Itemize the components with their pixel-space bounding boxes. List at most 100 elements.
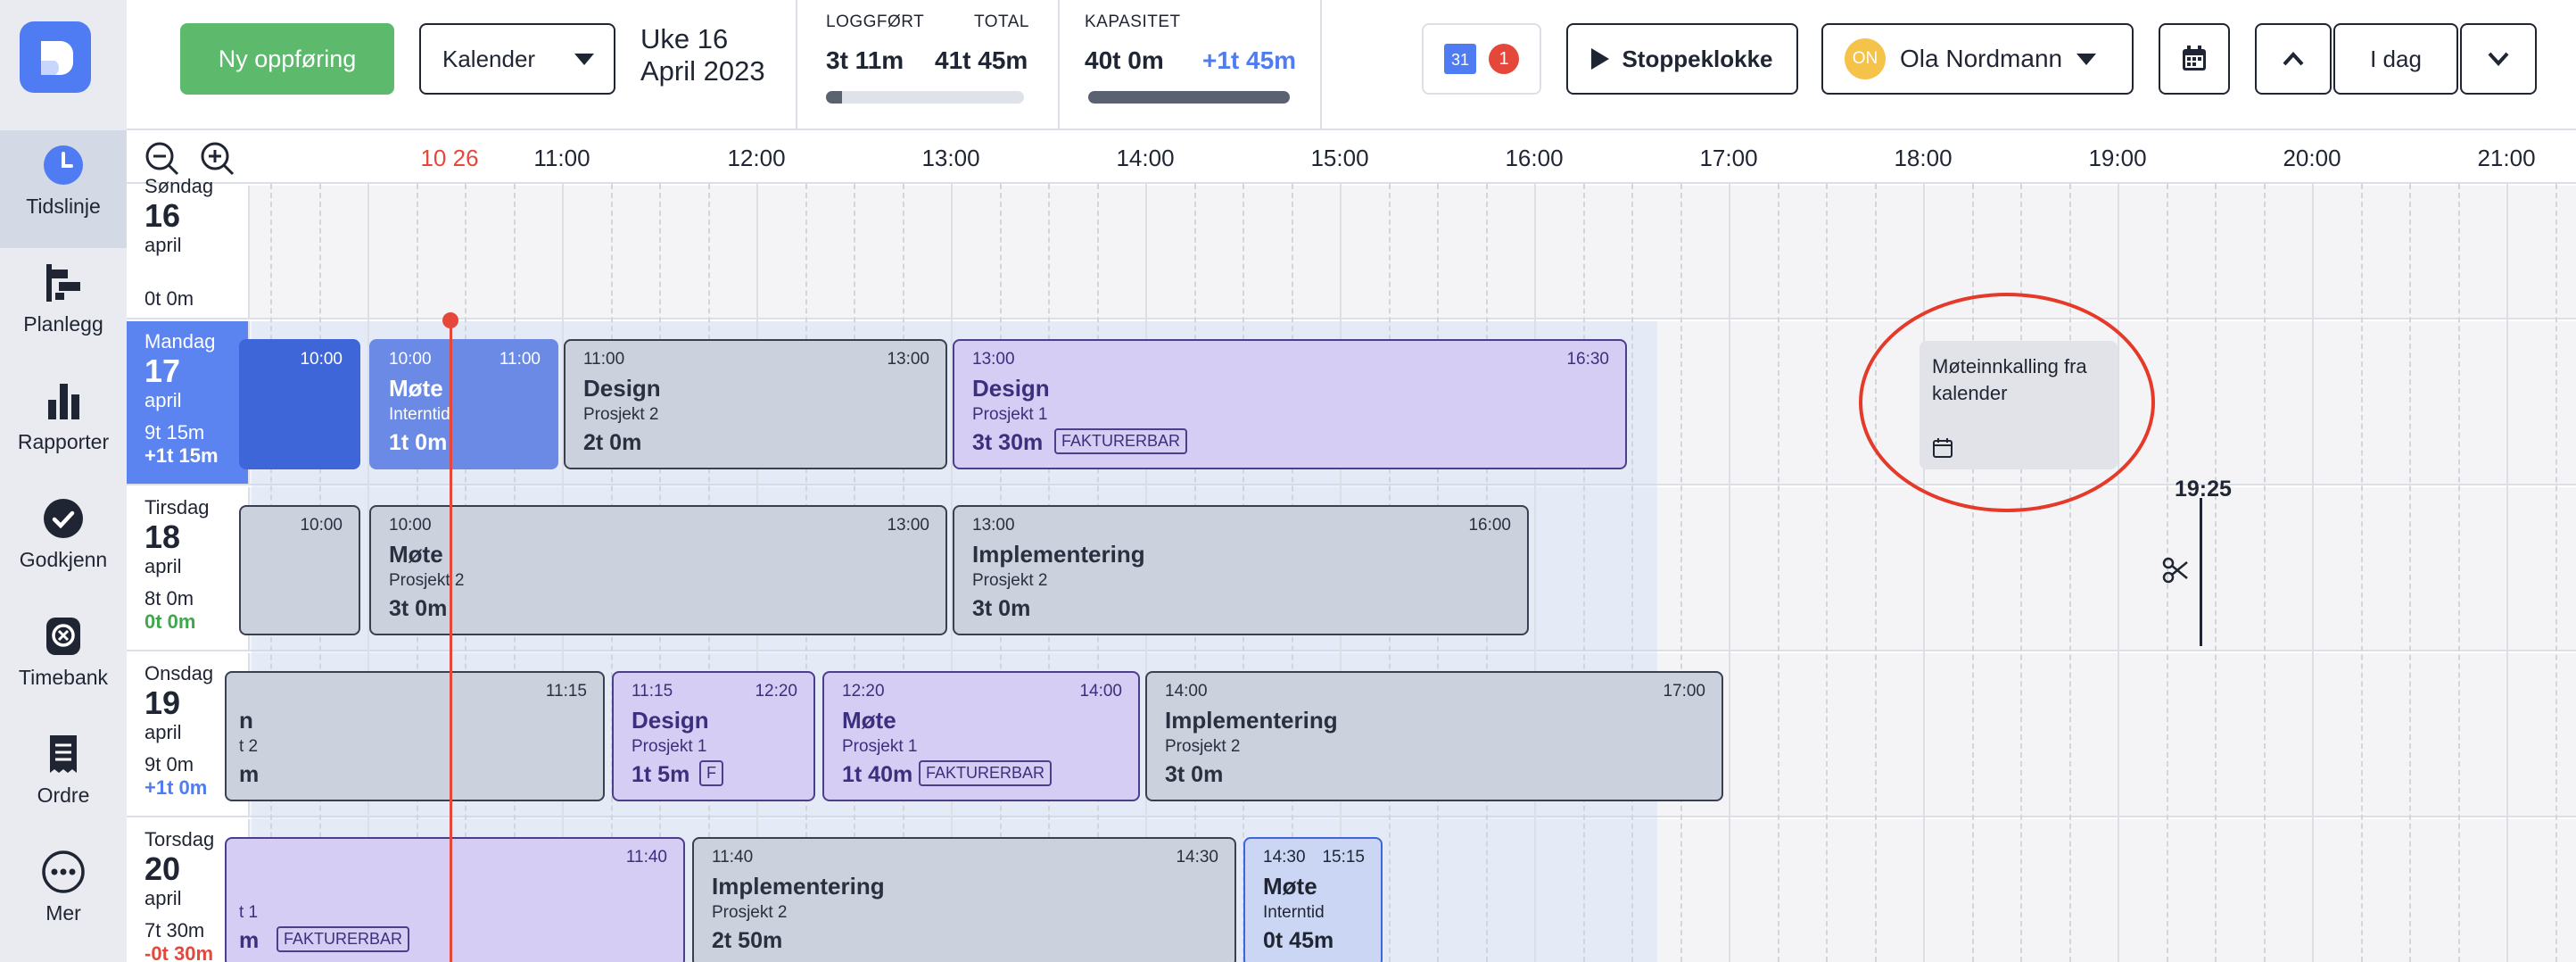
previous-button[interactable] <box>2255 23 2332 95</box>
event-end: 10:00 <box>300 350 343 369</box>
day-extra: +1t 0m <box>144 776 208 799</box>
sidebar-item-tidslinje[interactable]: Tidslinje <box>0 130 127 248</box>
sidebar-item-label: Mer <box>45 901 81 925</box>
event-end: 11:00 <box>499 350 541 369</box>
event-name: Møte <box>389 375 443 402</box>
day-month: april <box>144 234 182 256</box>
sidebar-item-mer[interactable]: Mer <box>0 837 127 955</box>
sidebar-item-timebank[interactable]: Timebank <box>0 601 127 719</box>
new-entry-button[interactable]: Ny oppføring <box>180 23 394 95</box>
hour-gridline <box>2312 184 2314 962</box>
view-select[interactable]: Kalender <box>419 23 615 95</box>
hour-gridline <box>1729 184 1730 962</box>
sidebar-item-godkjenn[interactable]: Godkjenn <box>0 484 127 601</box>
total-label: TOTAL <box>974 12 1029 31</box>
event-name: Møte <box>1263 873 1317 900</box>
stopwatch-button[interactable]: Stoppeklokke <box>1566 23 1798 95</box>
split-time-label: 19:25 <box>2175 477 2232 502</box>
event-block[interactable]: 11:40 14:30 Implementering Prosjekt 2 2t… <box>692 837 1236 962</box>
event-start: 11:40 <box>712 848 754 867</box>
event-project: Prosjekt 2 <box>583 405 659 424</box>
split-line[interactable] <box>2200 498 2202 646</box>
capacity-value: 40t 0m <box>1085 46 1164 74</box>
hour-label: 16:00 <box>1505 145 1564 171</box>
chevron-down-icon <box>2076 54 2096 65</box>
day-cell[interactable]: Tirsdag 18 april 8t 0m 0t 0m <box>127 487 250 650</box>
zoom-in-icon[interactable] <box>200 141 235 177</box>
event-block[interactable]: 10:00 11:00 Møte Interntid 1t 0m <box>369 339 558 469</box>
day-date: 18 <box>144 518 181 555</box>
more-icon <box>42 850 85 893</box>
event-block[interactable]: 13:00 16:00 Implementering Prosjekt 2 3t… <box>953 505 1529 635</box>
billable-tag: FAKTURERBAR <box>1054 428 1188 454</box>
day-cell[interactable]: Søndag 16 april 0t 0m <box>127 175 250 318</box>
event-block[interactable]: 11:15 12:20 Design Prosjekt 1 1t 5m F <box>612 671 815 801</box>
event-duration: 3t 0m <box>972 596 1031 621</box>
event-block[interactable]: 11:00 13:00 Design Prosjekt 2 2t 0m <box>564 339 947 469</box>
day-hours: 9t 15m <box>144 421 205 444</box>
event-project: Prosjekt 2 <box>712 903 788 922</box>
event-block[interactable]: 12:20 14:00 Møte Prosjekt 1 1t 40m FAKTU… <box>822 671 1140 801</box>
day-extra: 0t 0m <box>144 610 196 633</box>
event-duration: 3t 0m <box>1165 762 1224 787</box>
day-name: Torsdag <box>144 828 215 850</box>
quarter-gridline <box>2360 184 2363 962</box>
event-block[interactable]: 11:15 n t 2 m <box>225 671 605 801</box>
check-circle-icon <box>44 499 83 538</box>
event-block[interactable]: 13:00 16:30 Design Prosjekt 1 3t 30m FAK… <box>953 339 1627 469</box>
event-block[interactable]: 11:40 t 1 m FAKTURERBAR <box>225 837 685 962</box>
chevron-down-icon <box>2488 52 2509 66</box>
scissors-icon[interactable] <box>2162 557 2189 584</box>
date-picker-button[interactable] <box>2159 23 2230 95</box>
divider <box>1320 0 1322 130</box>
timeline: 10 26 11:00 12:00 13:00 14:00 15:00 16:0… <box>127 132 2576 962</box>
event-start: 11:15 <box>632 682 673 701</box>
event-block[interactable]: 10:00 <box>239 505 360 635</box>
day-hours: 7t 30m <box>144 919 205 941</box>
event-duration: 1t 5m <box>632 762 690 787</box>
event-block[interactable]: 14:00 17:00 Implementering Prosjekt 2 3t… <box>1145 671 1723 801</box>
event-end: 11:15 <box>545 682 587 701</box>
event-name: Design <box>972 375 1050 402</box>
event-start: 10:00 <box>389 516 432 535</box>
event-block[interactable]: 10:00 13:00 Møte Prosjekt 2 3t 0m <box>369 505 947 635</box>
day-month: april <box>144 555 182 577</box>
day-name: Onsdag <box>144 662 214 684</box>
user-menu[interactable]: ON Ola Nordmann <box>1821 23 2134 95</box>
hour-label: 17:00 <box>1699 145 1758 171</box>
current-time-line <box>450 319 452 962</box>
chevron-down-icon <box>574 54 594 65</box>
calendar-invite-block[interactable]: Møteinnkalling fra kalender <box>1920 341 2118 469</box>
event-block[interactable]: 10:00 <box>239 339 360 469</box>
hour-gridline <box>2118 184 2119 962</box>
event-project: Prosjekt 1 <box>842 737 918 756</box>
billable-tag: FAKTURERBAR <box>277 926 410 952</box>
hour-gridline <box>1534 184 1536 962</box>
event-block[interactable]: 14:30 15:15 Møte Interntid 0t 45m <box>1243 837 1383 962</box>
sidebar-item-planlegg[interactable]: Planlegg <box>0 248 127 366</box>
event-project: Interntid <box>1263 903 1325 922</box>
day-month: april <box>144 721 182 743</box>
event-end: 13:00 <box>887 350 929 369</box>
event-end: 12:20 <box>755 682 797 701</box>
today-button[interactable]: I dag <box>2333 23 2458 95</box>
event-duration: 2t 0m <box>583 430 642 455</box>
sidebar-item-rapporter[interactable]: Rapporter <box>0 366 127 484</box>
calendar-sync-button[interactable]: 31 1 <box>1422 23 1541 95</box>
zoom-out-icon[interactable] <box>144 141 180 177</box>
day-hours: 9t 0m <box>144 753 194 775</box>
day-cell[interactable]: Mandag 17 april 9t 15m +1t 15m <box>127 321 250 484</box>
day-row-sunday[interactable]: Søndag 16 april 0t 0m <box>127 175 2576 319</box>
hour-label: 15:00 <box>1310 145 1369 171</box>
clock-icon <box>44 145 83 185</box>
sidebar-item-label: Rapporter <box>17 430 110 453</box>
app-logo[interactable] <box>20 21 91 93</box>
sidebar-item-ordre[interactable]: Ordre <box>0 719 127 837</box>
day-name: Tirsdag <box>144 496 210 518</box>
hour-label: 21:00 <box>2477 145 2536 171</box>
next-button[interactable] <box>2460 23 2537 95</box>
time-header: 10 26 11:00 12:00 13:00 14:00 15:00 16:0… <box>127 132 2576 184</box>
top-toolbar: Ny oppføring Kalender Uke 16 April 2023 … <box>127 0 2576 130</box>
logged-label: LOGGFØRT <box>826 12 925 31</box>
event-start: 12:20 <box>842 682 885 701</box>
